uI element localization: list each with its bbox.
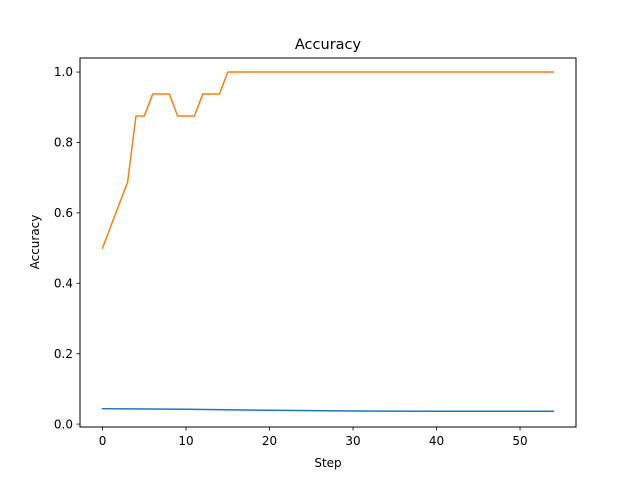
plot-frame: [79, 57, 577, 428]
chart-title: Accuracy: [295, 37, 362, 53]
x-tick-label: 40: [429, 434, 444, 448]
y-tick-label: 0.2: [54, 347, 73, 361]
y-tick-label: 0.4: [54, 276, 73, 290]
y-tick-label: 1.0: [54, 65, 73, 79]
x-tick-label: 20: [262, 434, 277, 448]
y-axis-label: Accuracy: [28, 215, 42, 270]
y-tick-label: 0.6: [54, 206, 73, 220]
x-tick-label: 30: [345, 434, 360, 448]
series-line-1: [101, 407, 555, 413]
y-tick-label: 0.0: [54, 417, 73, 431]
x-tick-label: 50: [512, 434, 527, 448]
x-tick-label: 10: [178, 434, 193, 448]
x-axis-label: Step: [314, 456, 341, 470]
y-tick-label: 0.8: [54, 136, 73, 150]
x-tick-label: 0: [99, 434, 107, 448]
plot-area: [101, 71, 555, 413]
series-line-2: [101, 71, 555, 250]
